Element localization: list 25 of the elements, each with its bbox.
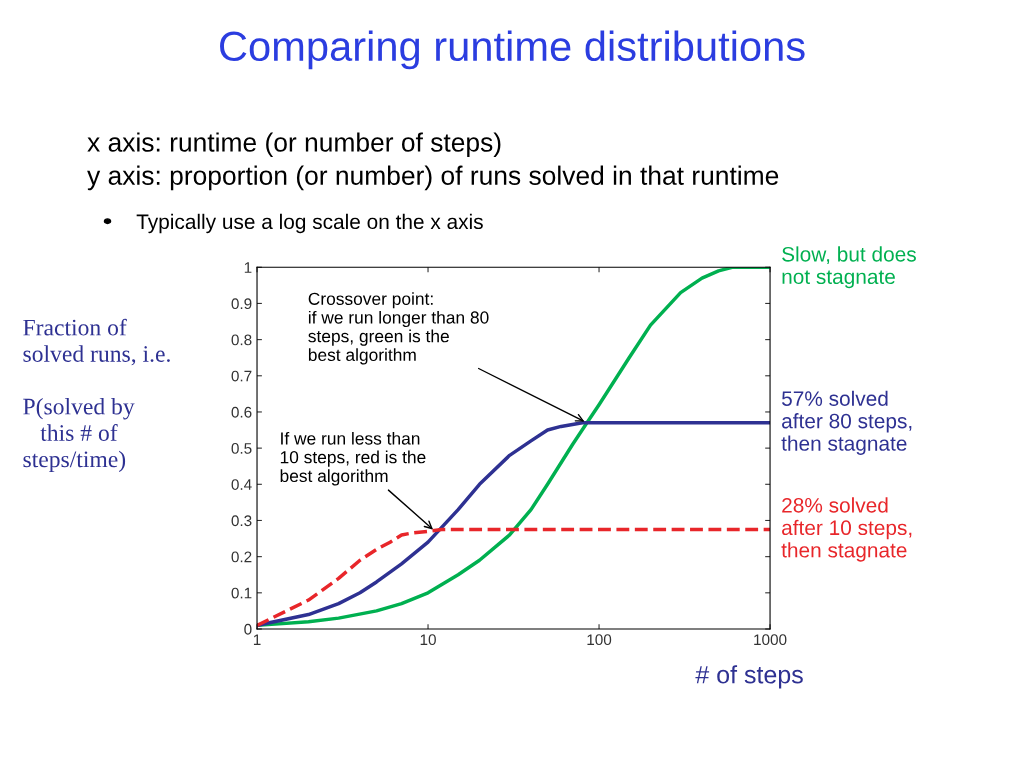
annotation: If we run less than 10 steps, red is the best algorithm [280, 431, 426, 486]
text: Fraction of solved runs, i.e. P(solved by this # of steps/time) [23, 318, 170, 473]
series-label: Slow, but does not stagnate [782, 246, 916, 289]
x-tick-label: 10 [420, 634, 436, 646]
y-tick-label: 0.6 [231, 406, 252, 418]
y-tick-label: 0.8 [231, 334, 252, 346]
chart-subtitle: x axis: runtime (or number of steps) y axis: proportion (or number) of runs solved in that runtime [87, 132, 779, 191]
x-axis-title: # of steps [695, 665, 803, 689]
series-label: 57% solved after 80 steps, then stagnate [781, 390, 912, 455]
y-tick-label: 1 [244, 262, 252, 273]
annotation: Crossover point: if we run longer than 80 steps, green is the best algorithm [308, 292, 489, 365]
x-tick-label: 1000 [754, 634, 787, 646]
y-tick-label: 0.4 [231, 479, 252, 490]
series-label: 28% solved after 10 steps, then stagnate [781, 497, 912, 562]
x-tick-label: 1 [253, 634, 261, 645]
y-tick-label: 0.3 [231, 515, 252, 527]
y-tick-label: 0 [244, 623, 252, 635]
y-tick-label: 0.7 [231, 370, 252, 382]
y-tick-label: 0.5 [231, 443, 252, 454]
y-tick-label: 0.1 [231, 587, 252, 599]
y-tick-label: 0.2 [231, 551, 252, 563]
y-tick-label: 0.9 [231, 298, 252, 310]
x-tick-label: 100 [587, 634, 612, 646]
text: Typically use a log scale on the x axis [136, 213, 483, 234]
chart-title: Comparing runtime distributions [220, 30, 805, 70]
